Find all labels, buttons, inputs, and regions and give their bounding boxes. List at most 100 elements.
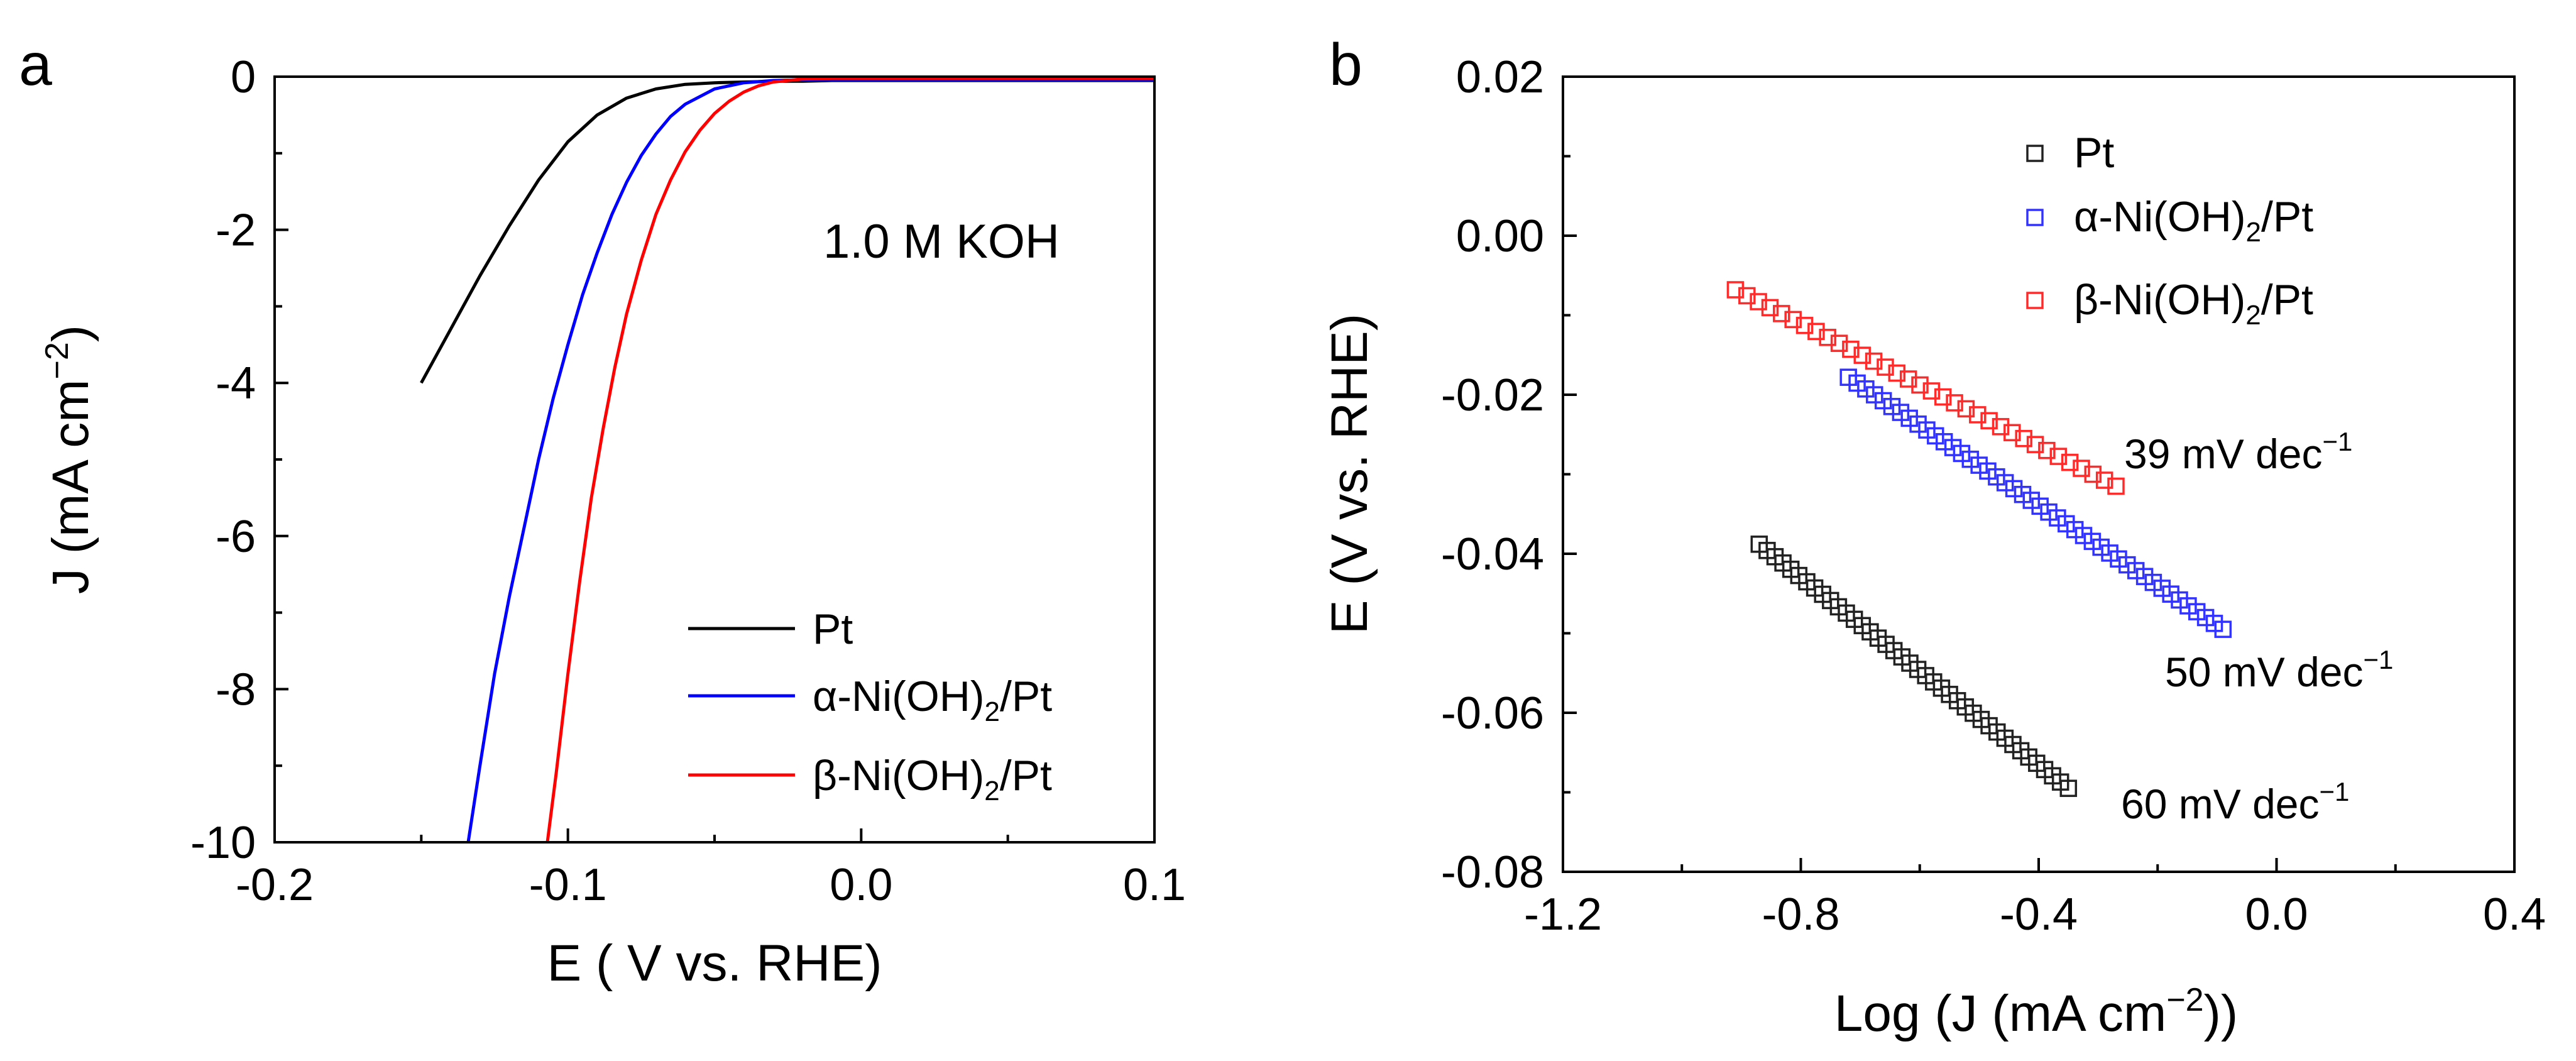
panel-a-y-axis-title-sup: −2 <box>39 342 75 379</box>
legend-b-beta-marker <box>2026 292 2044 309</box>
point-beta-ni-oh2-pt <box>1969 406 1987 424</box>
point-beta-ni-oh2-pt <box>1784 311 1802 329</box>
panel-a-axes-frame <box>273 75 1156 844</box>
point-beta-ni-oh2-pt <box>1773 305 1790 322</box>
panel-a-plot-area <box>420 76 1154 843</box>
point-beta-ni-oh2-pt <box>2107 477 2125 495</box>
point-beta-ni-oh2-pt <box>1819 329 1836 346</box>
panel-b-x-ticks: -1.2 -0.8 -0.4 0.0 0.4 <box>1524 858 2546 940</box>
point-beta-ni-oh2-pt <box>1738 287 1756 305</box>
slope-label-alpha: 50 mV dec−1 <box>2165 645 2393 695</box>
panel-b-data-points <box>1726 281 2232 797</box>
panel-a-x-ticks: -0.2 -0.1 0.0 0.1 <box>236 828 1186 910</box>
panel-a-label: a <box>19 31 52 98</box>
point-alpha-ni-oh2-pt <box>2135 568 2154 585</box>
panel-b-y-axis-title: E (V vs. RHE) <box>1321 314 1378 634</box>
point-beta-ni-oh2-pt <box>1726 281 1745 299</box>
panel-a: a -0.2 -0.1 0.0 0.1 0 -2 -4 -6 -8 -10 E ( V vs. … <box>19 31 1186 992</box>
panel-b-y-tick-label: -0.06 <box>1441 688 1544 739</box>
point-alpha-ni-oh2-pt <box>2014 485 2032 503</box>
point-beta-ni-oh2-pt <box>2073 459 2090 477</box>
panel-b: b -1.2 -0.8 -0.4 0.0 0.4 0.02 0.00 -0.02 -0.04 -… <box>1321 31 2546 1042</box>
point-alpha-ni-oh2-pt <box>2022 492 2041 509</box>
point-alpha-ni-oh2-pt <box>1961 450 1980 468</box>
point-alpha-ni-oh2-pt <box>1883 398 1901 415</box>
point-beta-ni-oh2-pt <box>1934 388 1952 406</box>
point-beta-ni-oh2-pt <box>2003 424 2021 442</box>
point-alpha-ni-oh2-pt <box>2005 480 2023 498</box>
point-alpha-ni-oh2-pt <box>1970 456 1988 474</box>
point-alpha-ni-oh2-pt <box>1874 392 1892 410</box>
panel-a-x-tick-label: -0.2 <box>236 860 314 910</box>
legend-b-alpha-marker <box>2026 209 2044 226</box>
point-alpha-ni-oh2-pt <box>1848 374 1866 392</box>
point-alpha-ni-oh2-pt <box>2127 562 2145 580</box>
point-alpha-ni-oh2-pt <box>1953 444 1971 463</box>
point-beta-ni-oh2-pt <box>1853 346 1872 364</box>
point-beta-ni-oh2-pt <box>1888 364 1906 382</box>
point-beta-ni-oh2-pt <box>2049 448 2068 465</box>
panel-a-legend: Pt α-Ni(OH)2/Pt β-Ni(OH)2/Pt <box>688 605 1052 806</box>
panel-a-x-tick-label: 0.0 <box>830 860 892 910</box>
point-alpha-ni-oh2-pt <box>2196 608 2215 627</box>
point-pt <box>2059 779 2078 797</box>
point-alpha-ni-oh2-pt <box>2101 544 2118 562</box>
panel-b-y-tick-label: -0.08 <box>1441 847 1544 898</box>
point-alpha-ni-oh2-pt <box>1927 427 1944 445</box>
panel-b-y-tick-label: 0.02 <box>1456 52 1544 102</box>
slope-label-beta: 39 mV dec−1 <box>2124 427 2352 477</box>
point-alpha-ni-oh2-pt <box>2179 597 2197 615</box>
panel-a-y-ticks: 0 -2 -4 -6 -8 -10 <box>190 52 288 868</box>
point-beta-ni-oh2-pt <box>1750 293 1767 311</box>
panel-b-x-tick-label: -0.8 <box>1762 889 1839 940</box>
panel-a-y-tick-label: -2 <box>216 206 256 256</box>
point-beta-ni-oh2-pt <box>1877 358 1894 376</box>
point-alpha-ni-oh2-pt <box>2058 515 2075 533</box>
legend-a-pt-label: Pt <box>813 605 853 653</box>
panel-b-x-axis-title: Log (J (mA cm−2)) <box>1834 982 2238 1042</box>
point-alpha-ni-oh2-pt <box>1996 474 2014 492</box>
panel-b-x-tick-label: 0.4 <box>2483 889 2546 940</box>
panel-b-y-tick-label: -0.02 <box>1441 370 1544 421</box>
panel-a-y-tick-label: 0 <box>231 52 256 102</box>
panel-b-y-tick-label: -0.04 <box>1441 529 1544 580</box>
panel-a-y-tick-label: -4 <box>216 358 256 409</box>
point-alpha-ni-oh2-pt <box>2031 497 2049 515</box>
point-alpha-ni-oh2-pt <box>2162 585 2179 603</box>
point-alpha-ni-oh2-pt <box>1857 380 1875 398</box>
point-beta-ni-oh2-pt <box>1992 418 2010 436</box>
point-alpha-ni-oh2-pt <box>2205 615 2223 632</box>
panel-b-x-tick-label: 0.0 <box>2245 889 2308 940</box>
point-beta-ni-oh2-pt <box>1761 299 1779 317</box>
point-alpha-ni-oh2-pt <box>2118 556 2136 574</box>
panel-a-x-axis-title: E ( V vs. RHE) <box>547 935 882 992</box>
point-alpha-ni-oh2-pt <box>1935 433 1953 451</box>
panel-b-label: b <box>1329 31 1362 98</box>
panel-b-axes-frame <box>1562 75 2516 873</box>
panel-a-y-tick-label: -8 <box>216 664 256 715</box>
point-alpha-ni-oh2-pt <box>2188 603 2206 620</box>
point-beta-ni-oh2-pt <box>2095 471 2113 489</box>
point-alpha-ni-oh2-pt <box>1866 386 1883 404</box>
legend-a-beta-label: β-Ni(OH)2/Pt <box>813 752 1052 806</box>
point-beta-ni-oh2-pt <box>1830 334 1848 352</box>
panel-a-x-tick-label: 0.1 <box>1123 860 1186 910</box>
point-beta-ni-oh2-pt <box>1957 400 1975 418</box>
panel-a-y-axis-title-close: ) <box>42 325 99 342</box>
point-beta-ni-oh2-pt <box>2026 436 2044 453</box>
panel-a-y-axis-title: J (mA cm−2) <box>39 325 99 594</box>
point-alpha-ni-oh2-pt <box>2066 520 2084 539</box>
point-beta-ni-oh2-pt <box>1795 317 1814 334</box>
point-alpha-ni-oh2-pt <box>2214 620 2232 638</box>
panel-b-y-ticks: 0.02 0.00 -0.02 -0.04 -0.06 -0.08 <box>1441 52 1577 898</box>
panel-a-y-tick-label: -6 <box>216 512 256 562</box>
point-alpha-ni-oh2-pt <box>1900 409 1918 427</box>
point-beta-ni-oh2-pt <box>1865 352 1883 370</box>
point-alpha-ni-oh2-pt <box>2083 532 2102 551</box>
point-alpha-ni-oh2-pt <box>1909 415 1927 433</box>
point-beta-ni-oh2-pt <box>1980 412 1998 430</box>
point-alpha-ni-oh2-pt <box>2171 591 2188 609</box>
point-beta-ni-oh2-pt <box>1946 394 1963 412</box>
point-alpha-ni-oh2-pt <box>1839 368 1857 386</box>
